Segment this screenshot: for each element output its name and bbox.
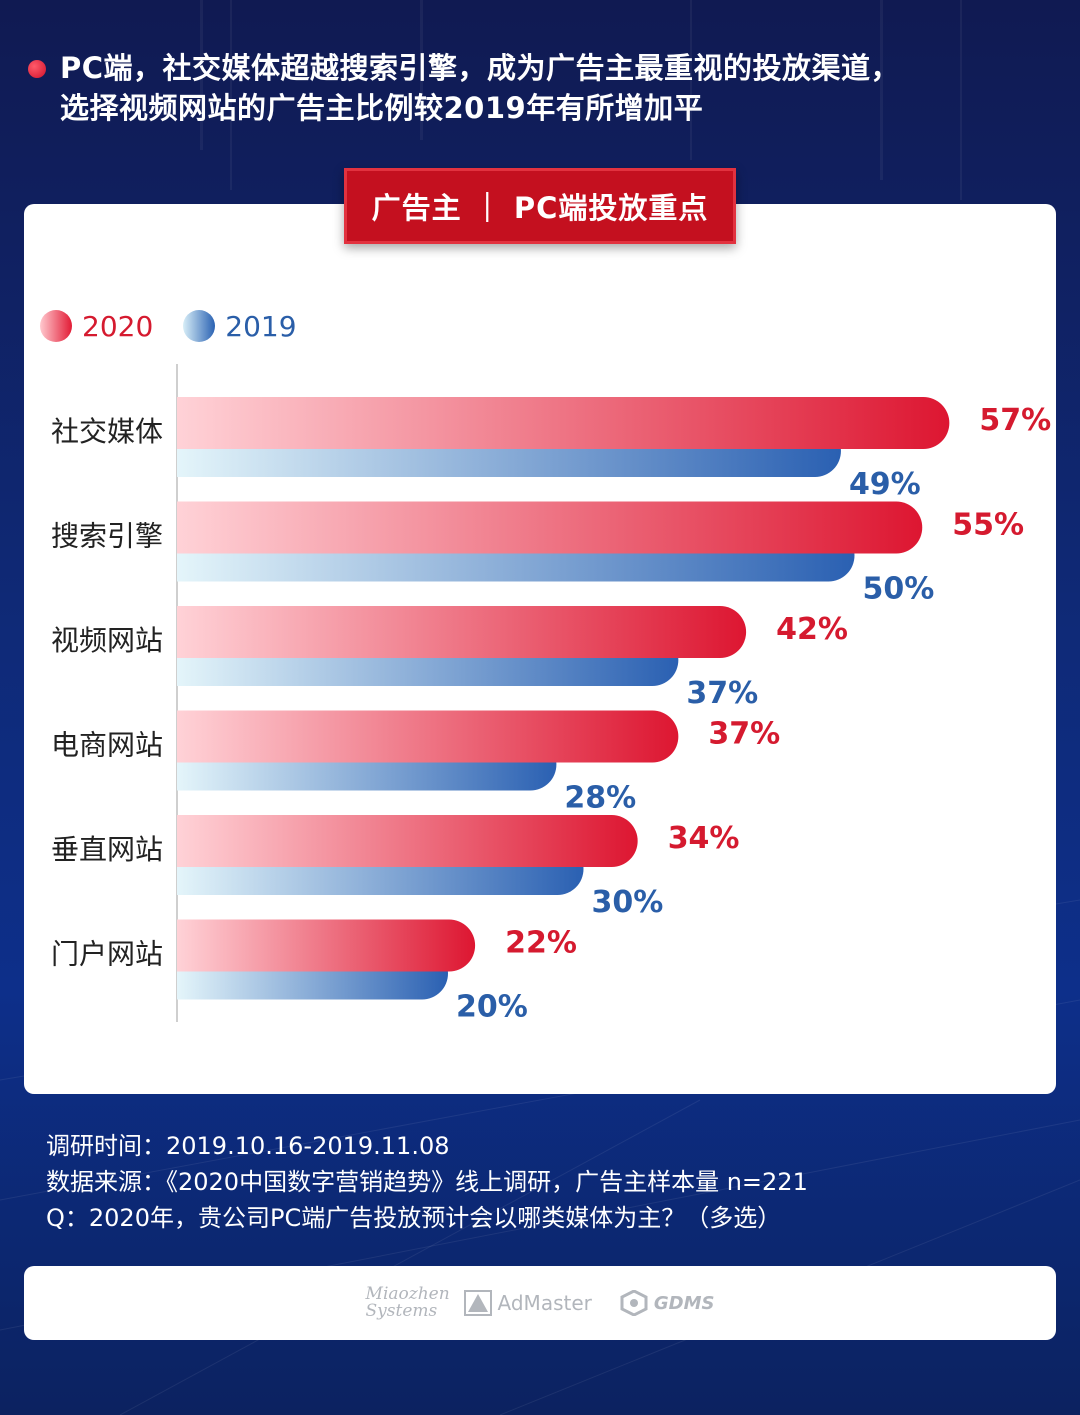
value-label-2020: 22%	[505, 926, 577, 961]
value-label-2019: 20%	[456, 990, 528, 1025]
admaster-logo-text: AdMaster	[497, 1291, 592, 1315]
survey-time: 调研时间：2019.10.16-2019.11.08	[46, 1132, 450, 1160]
legend-swatch-2020	[40, 310, 72, 342]
admaster-mark-icon	[463, 1290, 492, 1316]
headline-line-2: 选择视频网站的广告主比例较2019年有所增加平	[60, 91, 704, 125]
headline: PC端，社交媒体超越搜索引擎，成为广告主最重视的投放渠道， 选择视频网站的广告主…	[28, 48, 1058, 128]
gdms-logo: GDMS	[620, 1290, 715, 1316]
legend-item-2020: 2020	[40, 310, 153, 343]
chart-legend: 2020 2019	[40, 306, 327, 346]
legend-item-2019: 2019	[183, 309, 297, 343]
legend-swatch-2019	[183, 310, 216, 342]
miaozhen-logo-line-2: Systems	[365, 1301, 438, 1321]
data-source: 数据来源：《2020中国数字营销趋势》线上调研，广告主样本量 n=221	[46, 1168, 808, 1196]
value-label-2019: 49%	[849, 467, 921, 502]
gdms-logo-text: GDMS	[653, 1292, 715, 1314]
value-label-2019: 50%	[863, 572, 935, 607]
value-label-2020: 37%	[708, 717, 780, 752]
bar-2020	[177, 606, 747, 658]
survey-question: Q：2020年，贵公司PC端广告投放预计会以哪类媒体为主？（多选）	[46, 1204, 782, 1232]
value-label-2019: 30%	[592, 885, 664, 920]
category-label: 电商网站	[51, 729, 163, 762]
value-label-2020: 55%	[952, 508, 1024, 543]
headline-bullet-icon	[28, 60, 46, 78]
admaster-logo: AdMaster	[463, 1290, 592, 1316]
bar-2020	[177, 710, 679, 763]
miaozhen-logo: Miaozhen Systems	[366, 1286, 450, 1320]
chart-title: 广告主 ｜ PC端投放重点	[344, 168, 736, 244]
legend-label-2020: 2020	[82, 309, 154, 343]
value-label-2020: 34%	[668, 821, 740, 856]
category-label: 门户网站	[51, 938, 163, 971]
miaozhen-logo-line-1: Miaozhen	[365, 1284, 450, 1304]
footer-notes: 调研时间：2019.10.16-2019.11.08 数据来源：《2020中国数…	[46, 1128, 808, 1236]
headline-line-1: PC端，社交媒体超越搜索引擎，成为广告主最重视的投放渠道，	[60, 51, 901, 85]
value-label-2019: 28%	[564, 781, 636, 816]
category-label: 垂直网站	[51, 833, 163, 866]
bar-2020	[177, 919, 476, 972]
bar-2020	[177, 815, 638, 867]
gdms-mark-icon	[620, 1290, 648, 1316]
category-label: 社交媒体	[51, 415, 163, 448]
value-label-2019: 37%	[686, 676, 758, 711]
category-label: 视频网站	[51, 624, 163, 657]
value-label-2020: 57%	[979, 403, 1051, 438]
category-label: 搜索引擎	[51, 520, 163, 553]
logo-bar: Miaozhen Systems AdMaster GDMS	[24, 1266, 1056, 1340]
value-label-2020: 42%	[776, 612, 848, 647]
bar-chart: 社交媒体 57% 49% 搜索引擎 55% 50% 视频网站 42% 37% 电商网站 37% 28%…	[51, 364, 1051, 1025]
bar-2020	[177, 397, 950, 449]
legend-label-2019: 2019	[225, 309, 297, 343]
bar-2020	[177, 501, 923, 554]
